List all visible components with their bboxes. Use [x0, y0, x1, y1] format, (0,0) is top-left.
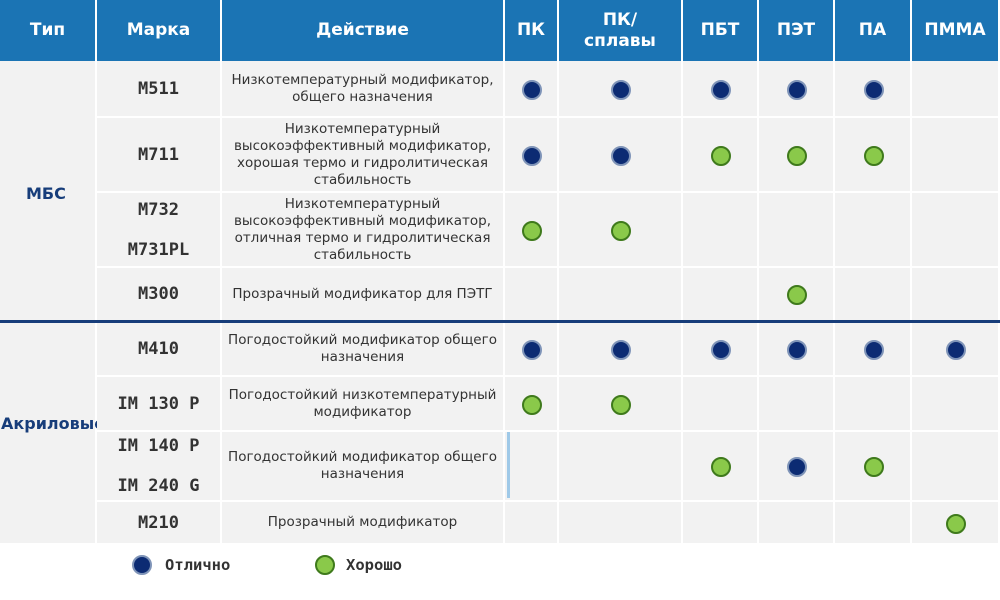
excellent-dot-icon [711, 339, 731, 360]
excellent-dot-icon [611, 79, 631, 100]
type-label-acrylic: Акриловые [1, 414, 106, 433]
excellent-dot-icon [787, 339, 807, 360]
mark-label: M711 [138, 144, 179, 165]
legend-good-icon [315, 555, 335, 575]
mark-label: M732 [138, 199, 179, 220]
rating-cell [683, 268, 759, 322]
rating-cell [683, 502, 759, 545]
action-cell: Низкотемпературный высокоэффективный мод… [222, 118, 505, 193]
mark-cell: IM 140 P IM 240 G [97, 432, 222, 502]
good-dot-icon [863, 145, 884, 166]
rating-cell [683, 377, 759, 432]
header-1: Марка [97, 0, 222, 61]
action-cell: Погодостойкий модификатор общего назначе… [222, 432, 505, 502]
legend-excellent-label: Отлично [165, 556, 231, 574]
excellent-dot-icon [946, 339, 966, 360]
rating-cell [912, 193, 1000, 268]
good-dot-icon [946, 513, 966, 534]
excellent-dot-icon [611, 145, 631, 166]
type-cell-mbs [0, 61, 97, 322]
mark-label: M731PL [127, 239, 190, 260]
mark-cell: M300 [97, 268, 222, 322]
mark-cell: M711 [97, 118, 222, 193]
accent-line [507, 432, 510, 498]
section-divider [0, 320, 1000, 323]
type-cell-acrylic [0, 322, 97, 545]
rating-cell [912, 61, 1000, 118]
type-label-mbs: МБС [26, 184, 66, 203]
good-dot-icon [611, 394, 631, 415]
mark-cell: M732 M731PL [97, 193, 222, 268]
mark-cell: M210 [97, 502, 222, 545]
legend-excellent-icon [132, 555, 152, 575]
good-dot-icon [611, 220, 631, 241]
mark-label: M511 [138, 78, 179, 99]
excellent-dot-icon [863, 79, 884, 100]
action-cell: Прозрачный модификатор [222, 502, 505, 545]
mark-label: M210 [138, 512, 179, 533]
excellent-dot-icon [711, 79, 731, 100]
legend-good-label: Хорошо [346, 556, 402, 574]
header-7: ПА [835, 0, 912, 61]
mark-label: IM 140 P [117, 436, 200, 456]
rating-cell [559, 268, 683, 322]
mark-label: M410 [138, 338, 179, 359]
excellent-dot-icon [863, 339, 884, 360]
excellent-dot-icon [522, 145, 542, 166]
action-cell: Погодостойкий модификатор общего назначе… [222, 322, 505, 377]
good-dot-icon [522, 220, 542, 241]
header-4: ПК/сплавы [559, 0, 683, 61]
good-dot-icon [787, 285, 807, 305]
header-3: ПК [505, 0, 559, 61]
action-cell: Низкотемпературный высокоэффективный мод… [222, 193, 505, 268]
rating-cell [835, 268, 912, 322]
rating-cell [505, 502, 559, 545]
good-dot-icon [711, 457, 731, 477]
good-dot-icon [863, 457, 884, 477]
excellent-dot-icon [522, 339, 542, 360]
rating-cell [759, 377, 835, 432]
rating-cell [759, 193, 835, 268]
mark-label: IM 240 G [117, 476, 200, 496]
header-5: ПБТ [683, 0, 759, 61]
rating-cell [912, 377, 1000, 432]
action-cell: Погодостойкий низкотемпературный модифик… [222, 377, 505, 432]
rating-cell [912, 432, 1000, 502]
rating-cell [835, 377, 912, 432]
action-cell: Низкотемпературный модификатор, общего н… [222, 61, 505, 118]
rating-cell [559, 432, 683, 502]
header-6: ПЭТ [759, 0, 835, 61]
header-2: Действие [222, 0, 505, 61]
rating-cell [505, 268, 559, 322]
rating-cell [505, 432, 559, 502]
rating-cell [835, 502, 912, 545]
rating-cell [683, 193, 759, 268]
excellent-dot-icon [787, 79, 807, 100]
mark-cell: M410 [97, 322, 222, 377]
rating-cell [912, 268, 1000, 322]
good-dot-icon [787, 145, 807, 166]
action-cell: Прозрачный модификатор для ПЭТГ [222, 268, 505, 322]
rating-cell [912, 118, 1000, 193]
rating-cell [759, 502, 835, 545]
mark-label: IM 130 P [117, 393, 200, 414]
excellent-dot-icon [787, 457, 807, 477]
header-8: ПММА [912, 0, 1000, 61]
good-dot-icon [522, 394, 542, 415]
good-dot-icon [711, 145, 731, 166]
mark-cell: IM 130 P [97, 377, 222, 432]
excellent-dot-icon [611, 339, 631, 360]
rating-cell [559, 502, 683, 545]
header-0: Тип [0, 0, 97, 61]
mark-cell: M511 [97, 61, 222, 118]
excellent-dot-icon [522, 79, 542, 100]
rating-cell [835, 193, 912, 268]
mark-label: M300 [138, 284, 179, 304]
